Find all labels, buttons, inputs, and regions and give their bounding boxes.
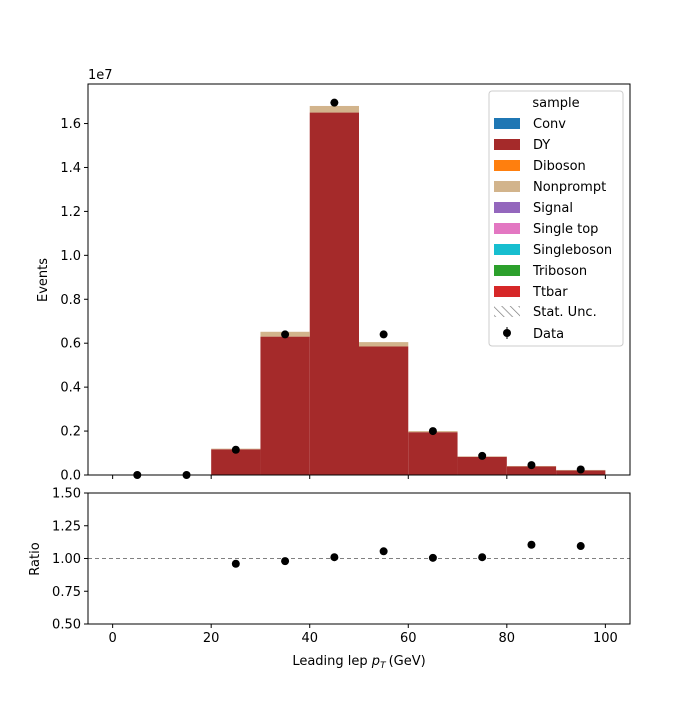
x-tick-label-1: 20 [203,631,220,646]
data-point-2 [232,446,240,454]
data-point-7 [478,452,486,460]
legend-label-data: Data [533,327,564,342]
bar-dy-bin-6 [408,432,457,475]
data-point-4 [330,99,338,107]
legend-title: sample [532,96,579,111]
x-axis-label-subscript: T [380,661,387,671]
bar-dy-bin-3 [260,337,309,475]
legend-swatch-nonprompt [494,181,520,192]
ratio-points [232,541,585,568]
legend-swatch-singleboson [494,244,520,255]
legend-swatch-single-top [494,223,520,234]
main-y-axis-label: Events [36,258,51,302]
legend-swatch-dy [494,139,520,150]
bar-nonprompt-bin-5 [359,342,408,346]
legend-label-triboson: Triboson [532,264,587,279]
ratio-y-tick-label-1: 0.75 [52,585,81,600]
legend-label-single-top: Single top [533,222,598,237]
ratio-point-3 [380,547,388,555]
main-y-tick-label-8: 1.6 [60,117,81,132]
ratio-y-tick-label-2: 1.00 [52,552,81,567]
x-axis-label-unit: (GeV) [389,654,426,669]
x-axis-label-text: Leading lep [292,654,367,669]
main-y-tick-label-6: 1.2 [60,205,81,220]
ratio-point-0 [232,560,240,568]
ratio-point-1 [281,557,289,565]
ratio-y-axis-label: Ratio [28,542,43,575]
legend-label-ttbar: Ttbar [532,285,568,300]
legend-label-singleboson: Singleboson [533,243,612,258]
legend-label-dy: DY [533,138,550,153]
main-y-tick-label-7: 1.4 [60,161,81,176]
main-y-tick-label-5: 1.0 [60,249,81,264]
ratio-point-7 [577,542,585,550]
legend-swatch-ttbar [494,286,520,297]
main-y-tick-label-2: 0.4 [60,381,81,396]
ratio-y-tick-label-4: 1.50 [52,487,81,502]
bar-dy-bin-4 [310,113,359,475]
bar-nonprompt-bin-4 [310,106,359,113]
x-axis-label-symbol: p [371,654,380,669]
ratio-x-ticks: 0 20 40 60 80 100 [108,624,617,646]
legend-label-signal: Signal [533,201,573,216]
bar-dy-bin-5 [359,346,408,475]
legend-swatch-stat-unc [494,306,520,317]
data-point-5 [380,330,388,338]
x-tick-label-5: 100 [593,631,618,646]
data-point-6 [429,427,437,435]
legend-data-marker [503,329,511,337]
legend-label-stat-unc: Stat. Unc. [533,305,597,320]
legend-swatch-signal [494,202,520,213]
legend-label-diboson: Diboson [533,159,586,174]
legend-swatch-conv [494,118,520,129]
ratio-point-6 [527,541,535,549]
x-tick-label-0: 0 [108,631,116,646]
data-point-9 [577,466,585,474]
ratio-plot-frame [88,493,630,624]
ratio-y-ticks: 0.50 0.75 1.00 1.25 1.50 [52,487,88,633]
main-y-tick-label-3: 0.6 [60,337,81,352]
ratio-point-5 [478,553,486,561]
legend-label-nonprompt: Nonprompt [533,180,606,195]
x-axis-label: Leading lep pT(GeV) [292,654,425,671]
ratio-point-4 [429,554,437,562]
data-point-3 [281,330,289,338]
y-scale-label: 1e7 [88,68,113,83]
x-tick-label-3: 60 [400,631,417,646]
main-y-ticks: 0.0 0.2 0.4 0.6 0.8 1.0 1.2 1.4 1.6 [60,117,88,483]
x-tick-label-4: 80 [499,631,516,646]
main-y-tick-label-4: 0.8 [60,293,81,308]
main-y-tick-label-0: 0.0 [60,469,81,484]
ratio-y-tick-label-3: 1.25 [52,519,81,534]
legend: sample Conv DY Diboson Nonprompt Signal Singl… [489,91,623,346]
main-y-tick-label-1: 0.2 [60,425,81,440]
ratio-point-2 [330,553,338,561]
ratio-y-tick-label-0: 0.50 [52,618,81,633]
legend-label-conv: Conv [533,117,566,132]
data-point-8 [527,461,535,469]
legend-swatch-triboson [494,265,520,276]
ratio-panel: 0 20 40 60 80 100 0.50 0.75 1.00 1.25 1.50 Ratio [28,487,630,647]
x-tick-label-2: 40 [301,631,318,646]
legend-swatch-diboson [494,160,520,171]
